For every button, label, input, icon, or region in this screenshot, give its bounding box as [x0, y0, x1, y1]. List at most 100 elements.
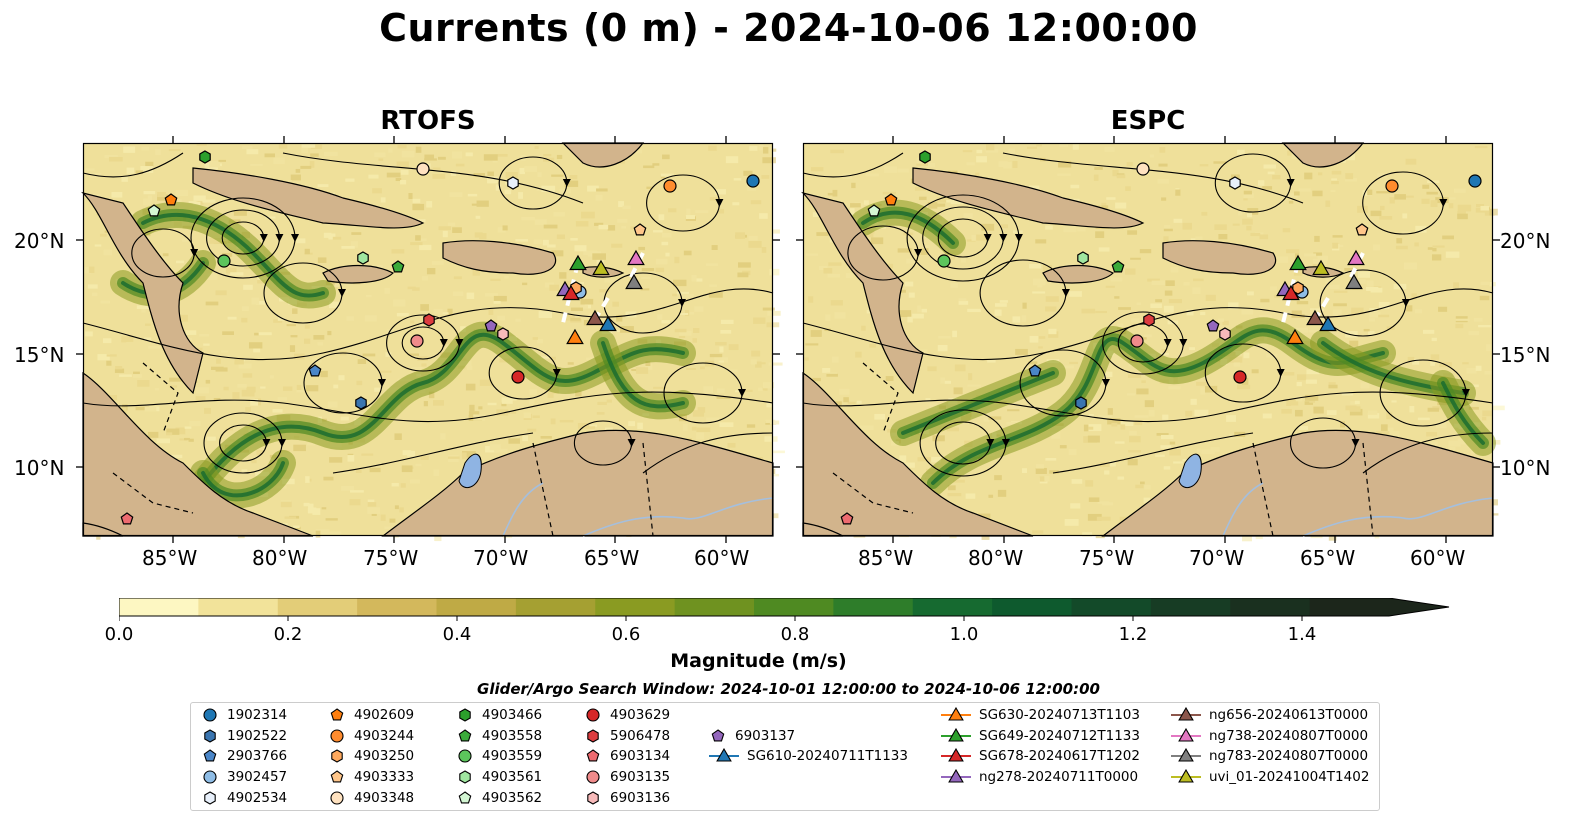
- texture-patch: [181, 238, 192, 242]
- texture-patch: [505, 410, 517, 414]
- texture-patch: [1389, 430, 1400, 437]
- texture-patch: [202, 199, 216, 203]
- texture-patch: [628, 421, 635, 427]
- texture-patch: [277, 317, 285, 321]
- argo-float-marker: [1130, 334, 1144, 348]
- texture-patch: [1462, 362, 1469, 365]
- texture-patch: [384, 287, 390, 294]
- texture-patch: [408, 353, 420, 356]
- texture-patch: [1422, 184, 1430, 189]
- texture-patch: [1037, 283, 1043, 288]
- texture-patch: [1170, 267, 1179, 273]
- colorbar-tick: 1.4: [1287, 624, 1317, 645]
- texture-patch: [944, 380, 951, 384]
- texture-patch: [748, 235, 758, 241]
- texture-patch: [1295, 327, 1309, 333]
- texture-patch: [434, 535, 442, 542]
- texture-patch: [1150, 303, 1162, 308]
- texture-patch: [1059, 143, 1068, 147]
- texture-patch: [1298, 425, 1309, 430]
- texture-patch: [256, 450, 263, 456]
- argo-float-marker: [1219, 327, 1231, 341]
- colorbar-segment: [1230, 598, 1311, 616]
- texture-patch: [1312, 190, 1323, 197]
- texture-patch: [372, 188, 382, 194]
- lon-tick-80w-right: 80°W: [968, 546, 1024, 570]
- texture-patch: [380, 197, 386, 203]
- legend-item: uvi_01-20241004T1402: [1171, 769, 1369, 785]
- texture-patch: [184, 437, 190, 441]
- texture-patch: [419, 238, 427, 241]
- yucatan-land: [801, 191, 924, 395]
- texture-patch: [345, 178, 355, 182]
- texture-patch: [461, 451, 476, 458]
- texture-patch: [750, 359, 757, 365]
- colorbar-tick: 0.2: [273, 624, 303, 645]
- texture-patch: [904, 281, 914, 287]
- texture-patch: [1045, 296, 1059, 302]
- texture-patch: [133, 371, 140, 375]
- texture-patch: [1213, 161, 1227, 164]
- texture-patch: [1085, 480, 1094, 487]
- glider-marker: [1312, 259, 1330, 276]
- streamline-arrow: [338, 289, 346, 297]
- texture-patch: [1051, 432, 1061, 439]
- texture-patch: [312, 508, 321, 515]
- texture-patch: [967, 308, 981, 313]
- streamline: [1362, 432, 1494, 474]
- texture-patch: [143, 198, 151, 206]
- texture-patch: [1015, 348, 1028, 355]
- texture-patch: [1168, 386, 1181, 390]
- texture-patch: [301, 144, 316, 148]
- texture-patch: [816, 232, 829, 236]
- streamline-arrow: [1286, 179, 1295, 187]
- texture-patch: [812, 377, 821, 382]
- glider-marker: [1347, 249, 1365, 266]
- texture-patch: [810, 330, 822, 337]
- texture-patch: [1114, 296, 1120, 299]
- texture-patch: [1161, 197, 1167, 201]
- texture-patch: [762, 147, 769, 154]
- texture-patch: [1044, 475, 1050, 482]
- texture-patch: [1282, 228, 1291, 233]
- texture-patch: [447, 456, 460, 459]
- texture-patch: [329, 457, 343, 463]
- texture-patch: [999, 224, 1009, 229]
- texture-patch: [635, 367, 649, 374]
- texture-patch: [496, 409, 509, 416]
- texture-patch: [1258, 180, 1265, 186]
- glider-marker: [569, 254, 587, 271]
- texture-patch: [1263, 164, 1276, 169]
- texture-patch: [735, 232, 746, 239]
- legend-item: 2903766: [201, 748, 287, 764]
- texture-patch: [147, 195, 152, 202]
- border-line: [532, 442, 554, 537]
- texture-patch: [766, 401, 772, 408]
- texture-patch: [549, 284, 560, 291]
- texture-patch: [295, 168, 301, 173]
- legend-marker: [586, 770, 600, 784]
- texture-patch: [290, 335, 298, 338]
- texture-patch: [1344, 267, 1358, 272]
- texture-patch: [863, 200, 869, 205]
- texture-patch: [1136, 302, 1142, 306]
- texture-patch: [337, 471, 350, 475]
- texture-patch: [1095, 535, 1105, 539]
- texture-patch: [645, 361, 651, 367]
- texture-patch: [495, 184, 501, 191]
- texture-patch: [328, 233, 336, 240]
- texture-patch: [1331, 178, 1337, 181]
- colorbar-segment: [674, 598, 755, 616]
- streamlines: [82, 152, 774, 474]
- texture-patch: [391, 482, 399, 487]
- texture-patch: [551, 174, 564, 177]
- texture-patch: [592, 253, 607, 260]
- texture-patch: [1313, 406, 1324, 414]
- colorbar-segment: [277, 598, 358, 616]
- texture-patch: [907, 316, 913, 323]
- texture-patch: [1088, 424, 1102, 432]
- colorbar-outline: [119, 598, 1450, 617]
- texture-patch: [676, 291, 689, 295]
- texture-patch: [111, 192, 123, 198]
- texture-patch: [317, 342, 324, 346]
